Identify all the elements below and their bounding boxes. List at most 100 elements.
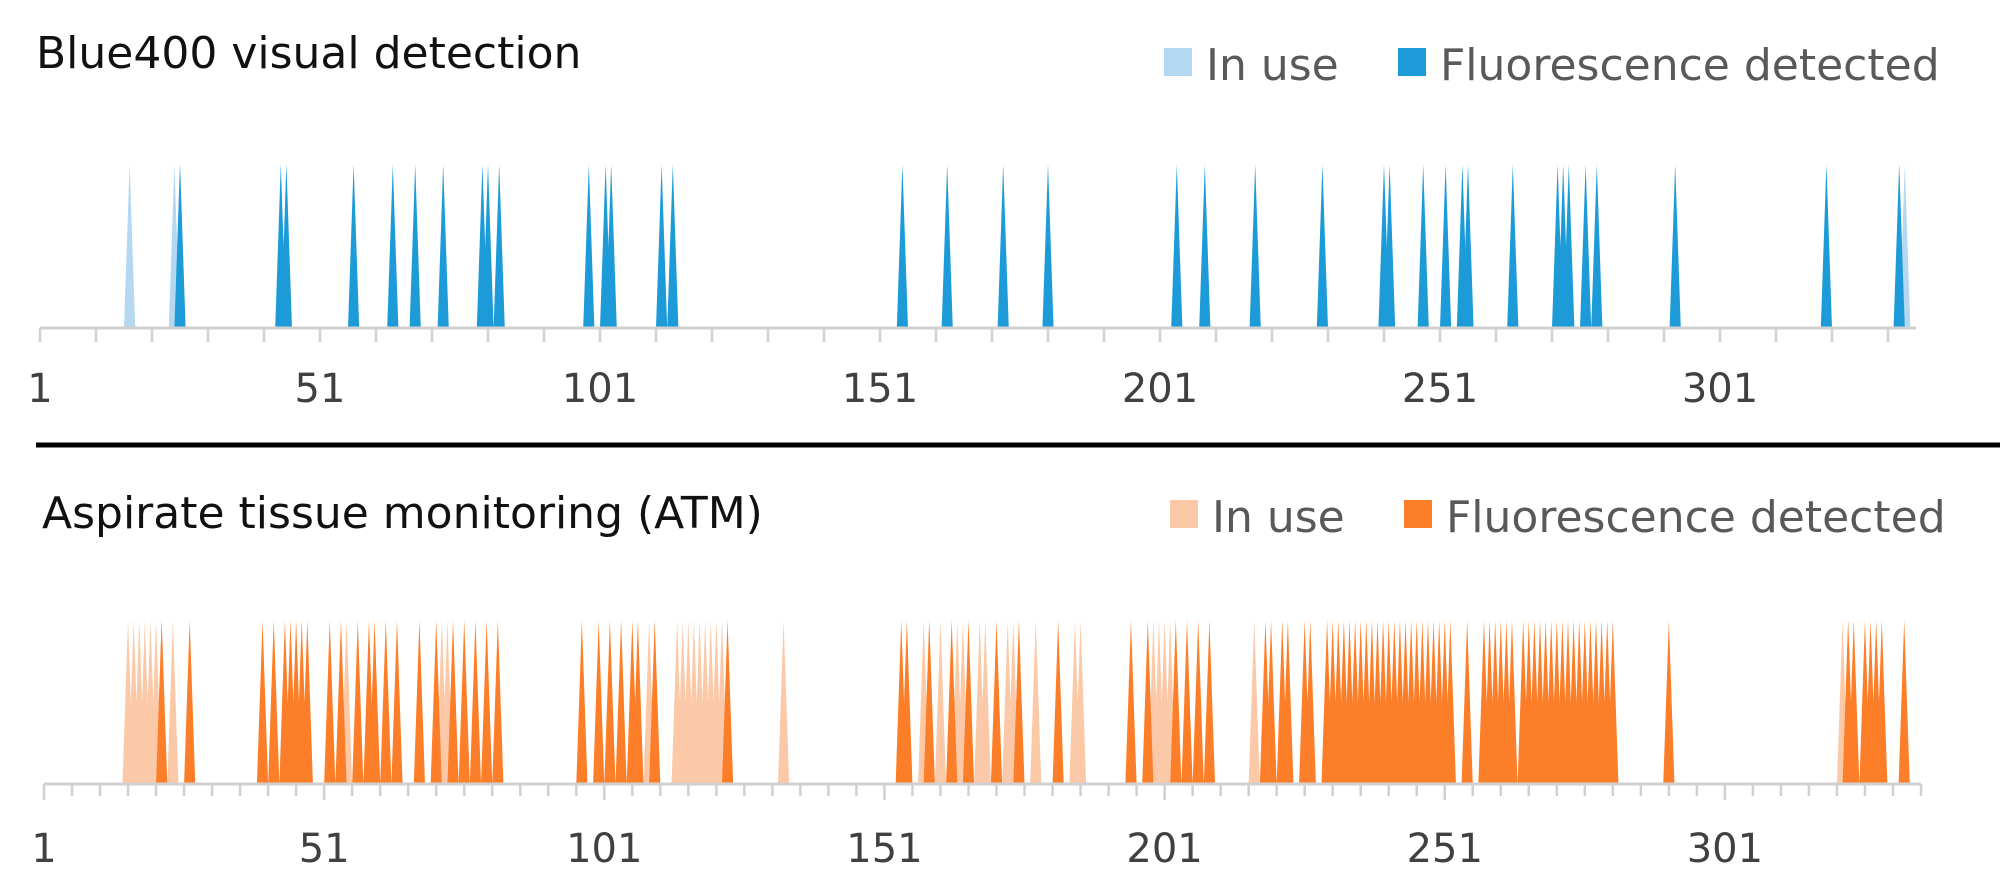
fluorescence-spike — [1444, 620, 1456, 784]
fluorescence-spike — [268, 620, 280, 784]
panel-1-legend: In use Fluorescence detected — [1164, 40, 1940, 91]
panel-2-legend: In use Fluorescence detected — [1170, 492, 1946, 543]
x-tick-label: 201 — [1122, 366, 1198, 412]
fluorescence-spike — [482, 164, 494, 328]
fluorescence-spike — [493, 164, 505, 328]
in-use-spike — [1074, 620, 1087, 784]
fluorescence-spike — [962, 620, 975, 784]
fluorescence-spike — [1203, 620, 1216, 784]
fluorescence-spike — [1607, 620, 1619, 784]
fluorescence-spike — [324, 620, 336, 784]
legend-in-use-label: In use — [1212, 492, 1345, 543]
fluorescence-spike — [656, 164, 668, 328]
fluorescence-spike — [1506, 620, 1518, 784]
fluorescence-spike — [1181, 620, 1193, 784]
fluorescence-spike — [1563, 164, 1575, 328]
x-tick-label: 1 — [27, 366, 52, 412]
fluorescence-spike — [632, 620, 644, 784]
legend-fluorescence-swatch — [1398, 48, 1426, 76]
fluorescence-spike — [413, 620, 425, 784]
fluorescence-spike — [1042, 164, 1054, 328]
panel-2-title: Aspirate tissue monitoring (ATM) — [42, 488, 763, 539]
fluorescence-spike — [1876, 620, 1888, 784]
in-use-spike — [167, 620, 179, 784]
fluorescence-spike — [593, 620, 605, 784]
x-tick-label: 201 — [1126, 826, 1202, 872]
fluorescence-spike — [615, 620, 627, 784]
fluorescence-spike — [492, 620, 504, 784]
fluorescence-spike — [1417, 164, 1429, 328]
fluorescence-spike — [1820, 164, 1832, 328]
fluorescence-spike — [1580, 164, 1592, 328]
fluorescence-spike — [1507, 164, 1519, 328]
fluorescence-spike — [1893, 164, 1905, 328]
fluorescence-spike — [1171, 164, 1183, 328]
fluorescence-spike — [1898, 620, 1910, 784]
x-tick-label: 301 — [1682, 366, 1758, 412]
fluorescence-spike — [1440, 164, 1452, 328]
fluorescence-spike — [458, 620, 470, 784]
x-tick-label: 151 — [842, 366, 918, 412]
fluorescence-spike — [348, 164, 360, 328]
fluorescence-spike — [1663, 620, 1675, 784]
panel-2-plot-area — [122, 620, 1910, 784]
fluorescence-spike — [604, 620, 616, 784]
fluorescence-spike — [990, 620, 1003, 784]
legend-in-use-swatch — [1164, 48, 1192, 76]
fluorescence-spike — [437, 164, 449, 328]
fluorescence-spike — [391, 620, 403, 784]
panel-1-title: Blue400 visual detection — [36, 28, 581, 79]
fluorescence-spike — [901, 620, 913, 784]
fluorescence-spike — [1013, 620, 1025, 784]
in-use-spike — [1248, 620, 1260, 784]
fluorescence-spike — [1199, 164, 1211, 328]
fluorescence-spike — [605, 164, 617, 328]
legend-fluorescence-swatch — [1404, 500, 1432, 528]
in-use-spike — [777, 620, 790, 784]
fluorescence-spike — [583, 164, 595, 328]
fluorescence-spike — [721, 620, 734, 784]
fluorescence-spike — [184, 620, 196, 784]
fluorescence-spike — [469, 620, 482, 784]
fluorescence-spike — [156, 620, 168, 784]
fluorescence-spike — [997, 164, 1009, 328]
panel-blue400: Blue400 visual detection In use Fluoresc… — [27, 28, 1939, 412]
fluorescence-spike — [380, 620, 392, 784]
legend-in-use-label: In use — [1206, 40, 1339, 91]
x-tick-label: 51 — [299, 826, 350, 872]
fluorescence-spike — [387, 164, 399, 328]
fluorescence-spike — [1461, 620, 1473, 784]
x-tick-label: 101 — [562, 366, 638, 412]
fluorescence-spike — [1249, 164, 1261, 328]
fluorescence-spike — [174, 164, 186, 328]
fluorescence-spike — [256, 620, 269, 784]
fluorescence-spike — [1669, 164, 1681, 328]
fluorescence-spike — [1384, 164, 1396, 328]
x-tick-label: 51 — [295, 366, 346, 412]
panel-1-x-axis: 1 51 101 151 201 251 301 — [27, 326, 1916, 412]
x-tick-label: 301 — [1687, 826, 1763, 872]
fluorescence-spike — [1052, 620, 1064, 784]
fluorescence-spike — [667, 164, 679, 328]
fluorescence-spike — [481, 620, 493, 784]
fluorescence-spike — [1848, 620, 1860, 784]
panel-atm: Aspirate tissue monitoring (ATM) In use … — [31, 488, 1945, 872]
fluorescence-spike — [1304, 620, 1316, 784]
fluorescence-spike — [1170, 620, 1182, 784]
fluorescence-spike — [1142, 620, 1154, 784]
fluorescence-spike — [1192, 620, 1204, 784]
in-use-spike — [934, 620, 947, 784]
fluorescence-spike — [301, 620, 313, 784]
fluorescence-spike — [946, 620, 958, 784]
fluorescence-spike — [1591, 164, 1603, 328]
fluorescence-spike — [335, 620, 347, 784]
x-tick-label: 1 — [31, 826, 56, 872]
fluorescence-spike — [1125, 620, 1137, 784]
fluorescence-spike — [409, 164, 421, 328]
fluorescence-spike — [1316, 164, 1328, 328]
in-use-spike — [1030, 620, 1042, 784]
legend-fluorescence-label: Fluorescence detected — [1440, 40, 1940, 91]
fluorescence-spike — [896, 164, 908, 328]
fluorescence-spike — [368, 620, 381, 784]
